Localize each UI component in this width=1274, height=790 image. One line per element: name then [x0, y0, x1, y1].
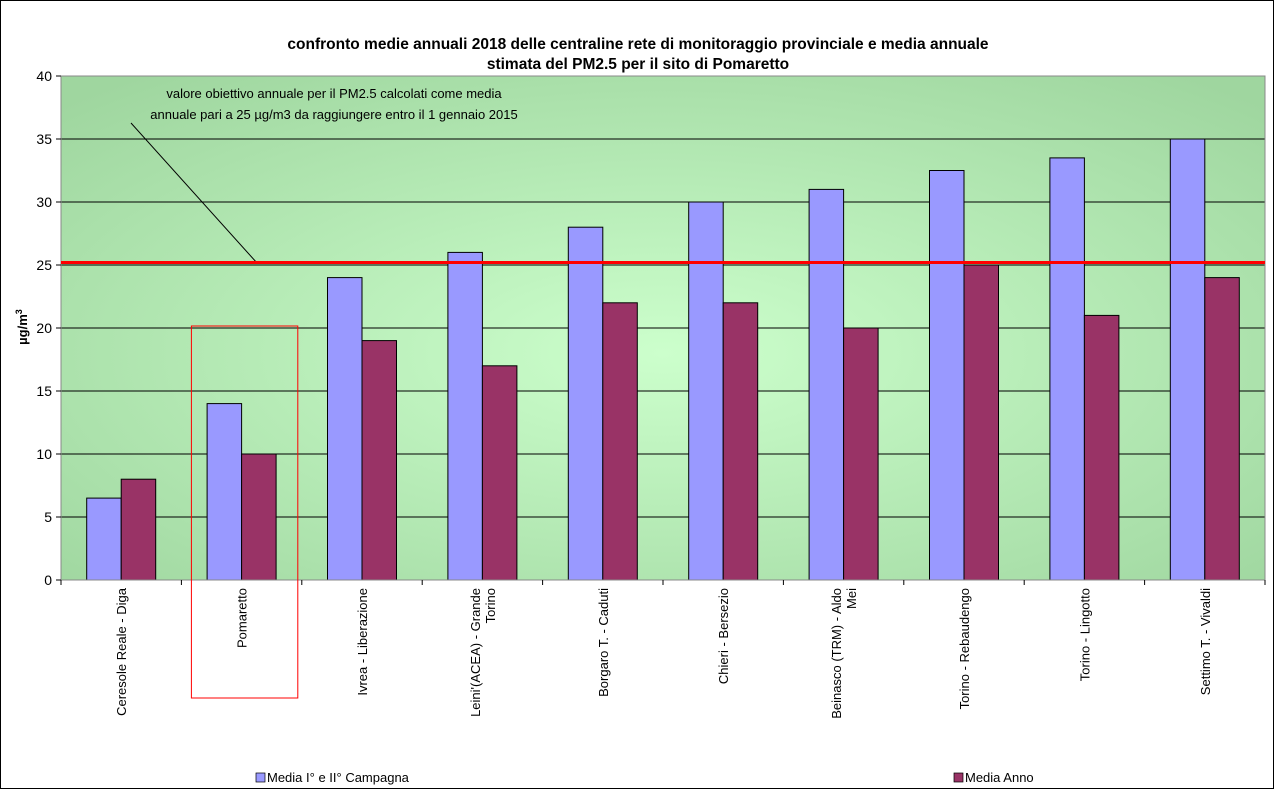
- x-category-label-9-0: Settimo T. - Vivaldi: [1198, 588, 1213, 695]
- bar-anno-6: [843, 327, 879, 581]
- y-tick-label-10: 10: [36, 446, 52, 462]
- legend-label-anno: Media Anno: [965, 770, 1034, 785]
- x-category-label-3-0: Leini'(ACEA) - Grande: [468, 588, 483, 717]
- x-category-1: Pomaretto: [235, 588, 250, 648]
- x-category-label-0-0: Ceresole Reale - Diga: [114, 587, 129, 716]
- bar-anno-8: [1083, 314, 1120, 581]
- x-category-5: Chieri - Bersezio: [716, 588, 731, 684]
- y-axis-label: µg/m3: [14, 309, 30, 345]
- x-category-3: Leini'(ACEA) - Grande Torino: [468, 588, 498, 717]
- x-category-label-2-0: Ivrea - Liberazione: [355, 588, 370, 696]
- y-axis-ticks: 0 5 10 15 20 25 30 35 40: [36, 68, 61, 588]
- y-tick-label-40: 40: [36, 68, 52, 84]
- x-category-label-1-0: Pomaretto: [235, 588, 250, 648]
- x-category-label-7-0: Torino - Rebaudengo: [957, 588, 972, 709]
- y-tick-label-25: 25: [36, 257, 52, 273]
- bar-anno-3: [481, 365, 518, 581]
- x-category-label-4-0: Borgaro T. - Caduti: [596, 588, 611, 697]
- x-category-9: Settimo T. - Vivaldi: [1198, 588, 1213, 695]
- bar-campagna-6: [808, 188, 845, 581]
- legend-swatch-campagna: [255, 772, 266, 783]
- annotation-line-1: valore obiettivo annuale per il PM2.5 ca…: [166, 86, 502, 101]
- x-category-label-5-0: Chieri - Bersezio: [716, 588, 731, 684]
- y-tick-label-35: 35: [36, 131, 52, 147]
- bar-campagna-1: [206, 403, 243, 581]
- bars: [86, 138, 1240, 581]
- y-tick-label-30: 30: [36, 194, 52, 210]
- y-tick-label-5: 5: [44, 509, 52, 525]
- bar-anno-2: [361, 340, 397, 581]
- bar-anno-4: [602, 302, 638, 581]
- x-category-label-8-0: Torino - Lingotto: [1077, 588, 1092, 681]
- bar-anno-1: [241, 453, 277, 581]
- bar-campagna-8: [1049, 157, 1085, 581]
- y-tick-label-0: 0: [44, 572, 52, 588]
- x-category-4: Borgaro T. - Caduti: [596, 588, 611, 697]
- x-category-label-3-1: Torino: [483, 588, 498, 623]
- y-tick-label-20: 20: [36, 320, 52, 336]
- bar-campagna-5: [688, 201, 724, 581]
- legend: Media I° e II° Campagna Media Anno: [255, 770, 1034, 785]
- x-category-6: Beinasco (TRM) - Aldo Mei: [829, 588, 859, 719]
- x-category-0: Ceresole Reale - Diga: [114, 587, 129, 716]
- bar-campagna-3: [447, 251, 483, 581]
- legend-label-campagna: Media I° e II° Campagna: [267, 770, 410, 785]
- bar-anno-5: [722, 302, 759, 581]
- bar-campagna-7: [929, 170, 965, 581]
- x-category-2: Ivrea - Liberazione: [355, 588, 370, 696]
- x-category-8: Torino - Lingotto: [1077, 588, 1092, 681]
- bar-campagna-2: [327, 277, 363, 581]
- bar-anno-7: [963, 264, 999, 581]
- x-category-label-6-0: Beinasco (TRM) - Aldo: [829, 588, 844, 719]
- bar-campagna-0: [86, 497, 122, 581]
- x-category-label-6-1: Mei: [844, 588, 859, 609]
- x-category-7: Torino - Rebaudengo: [957, 588, 972, 709]
- x-axis-categories: Ceresole Reale - Diga Pomaretto Ivrea - Li…: [114, 587, 1213, 719]
- target-annotation: valore obiettivo annuale per il PM2.5 ca…: [130, 86, 518, 264]
- chart-title-line-2: stimata del PM2.5 per il sito di Pomaret…: [487, 56, 789, 73]
- y-tick-label-15: 15: [36, 383, 52, 399]
- bar-campagna-4: [567, 226, 604, 581]
- bar-anno-9: [1204, 277, 1240, 581]
- bar-campagna-9: [1169, 138, 1206, 581]
- bar-anno-0: [120, 478, 157, 581]
- annotation-line-2: annuale pari a 25 µg/m3 da raggiungere e…: [150, 107, 517, 122]
- annotation-pointer: [130, 122, 258, 264]
- legend-swatch-anno: [953, 772, 964, 783]
- chart-title-line-1: confronto medie annuali 2018 delle centr…: [287, 36, 989, 53]
- pomaretto-highlight-box: [190, 325, 299, 699]
